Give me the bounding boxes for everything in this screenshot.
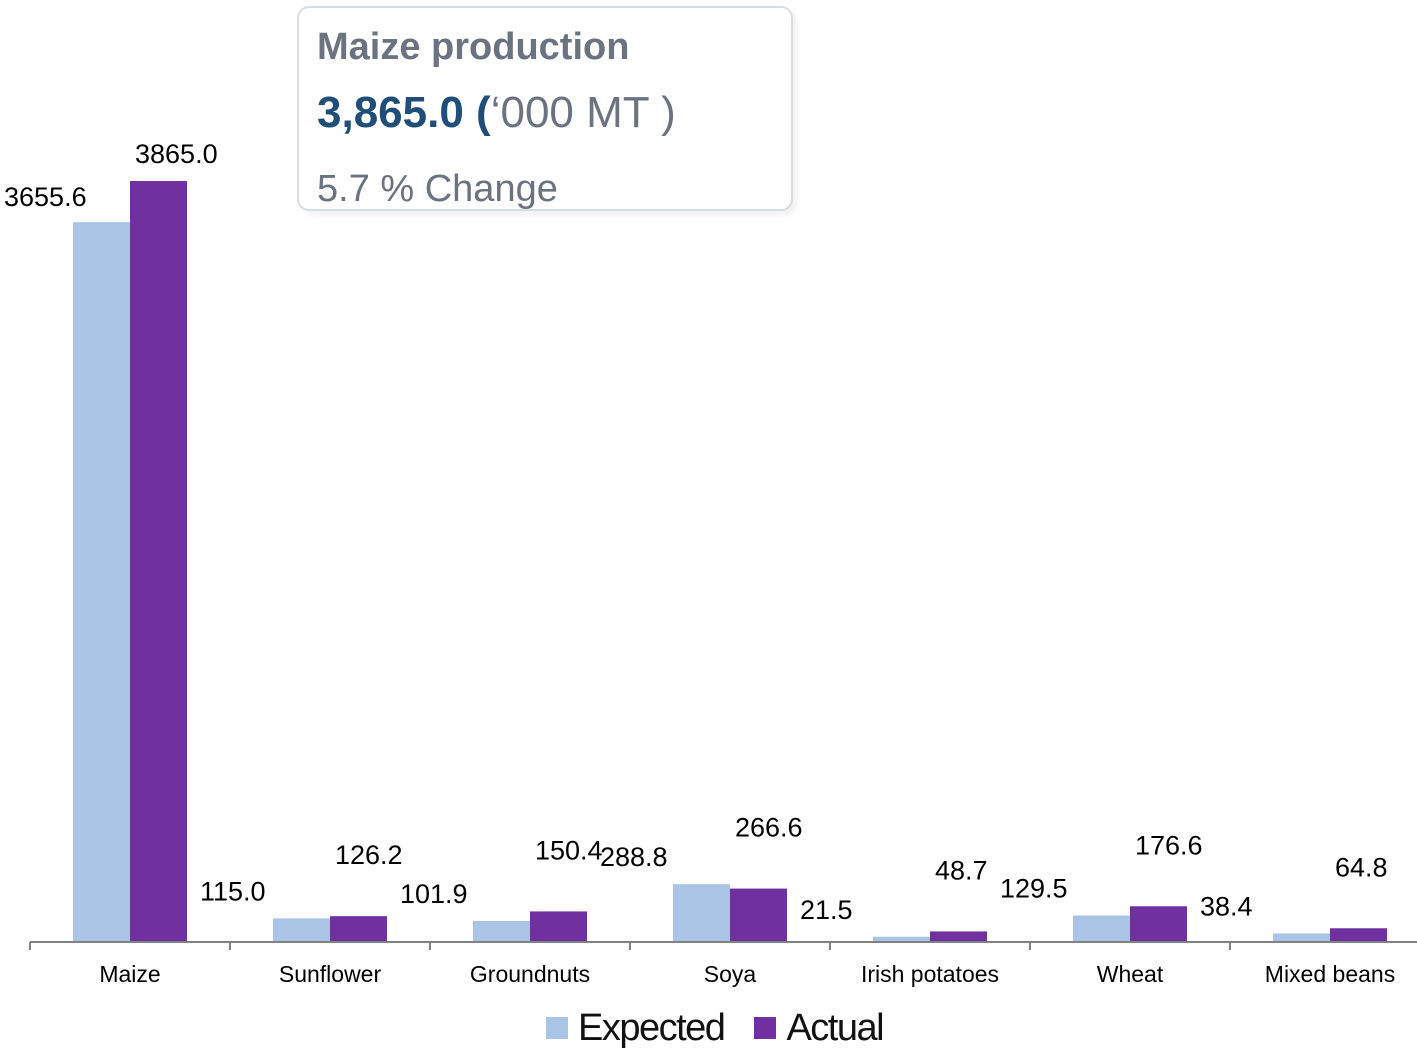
bar-chart: 3655.6 3865.0 Maize 115.0 126.2 Sunflower 101.…	[4, 139, 1417, 987]
bar-expected-mixed-beans	[1273, 933, 1330, 941]
tooltip-unit: ‘000 MT )	[490, 88, 676, 137]
bar-actual-soya	[730, 888, 787, 941]
maize-production-tooltip: Maize production 3,865.0 (‘000 MT ) 5.7 …	[297, 6, 793, 211]
tooltip-change: 5.7 % Change	[317, 168, 558, 210]
bar-actual-maize	[130, 181, 187, 941]
legend: Expected Actual	[546, 1006, 913, 1050]
value-label-expected-maize: 3655.6	[4, 182, 87, 212]
value-label-actual-groundnuts: 150.4	[535, 835, 603, 865]
legend-swatch-actual	[754, 1017, 777, 1039]
bar-expected-irish-potatoes	[873, 936, 930, 941]
bar-actual-irish-potatoes	[930, 931, 987, 941]
bar-expected-maize	[73, 222, 130, 942]
bar-expected-soya	[673, 884, 730, 941]
legend-label-expected: Expected	[578, 1006, 726, 1049]
bar-expected-sunflower	[273, 918, 330, 941]
value-label-expected-mixed-beans: 38.4	[1200, 891, 1253, 921]
bar-expected-groundnuts	[473, 920, 530, 941]
bar-actual-wheat	[1130, 906, 1187, 941]
legend-item-actual[interactable]: Actual	[754, 1006, 885, 1050]
x-tick-label-irish-potatoes: Irish potatoes	[861, 961, 999, 987]
value-label-actual-soya: 266.6	[735, 813, 803, 843]
value-label-actual-sunflower: 126.2	[335, 840, 403, 870]
tooltip-open-paren: (	[463, 88, 491, 137]
value-label-expected-sunflower: 115.0	[200, 876, 266, 906]
bar-actual-sunflower	[330, 916, 387, 941]
legend-label-actual: Actual	[786, 1006, 884, 1049]
tooltip-value: 3,865.0	[317, 88, 464, 137]
x-tick-label-soya: Soya	[704, 961, 757, 987]
bar-actual-groundnuts	[530, 911, 587, 941]
x-tick-label-groundnuts: Groundnuts	[470, 961, 590, 987]
legend-item-expected[interactable]: Expected	[546, 1006, 726, 1050]
value-label-actual-irish-potatoes: 48.7	[935, 855, 988, 885]
value-label-actual-mixed-beans: 64.8	[1335, 852, 1388, 882]
value-label-actual-wheat: 176.6	[1135, 830, 1203, 860]
value-label-expected-irish-potatoes: 21.5	[800, 895, 853, 925]
x-tick-label-maize: Maize	[99, 961, 160, 987]
bar-expected-wheat	[1073, 915, 1130, 941]
value-label-expected-wheat: 129.5	[1000, 874, 1068, 904]
legend-swatch-expected	[546, 1017, 568, 1039]
tooltip-title: Maize production	[317, 26, 630, 68]
x-tick-label-wheat: Wheat	[1097, 961, 1164, 987]
value-label-expected-soya: 288.8	[600, 842, 668, 872]
x-tick-label-sunflower: Sunflower	[279, 961, 382, 987]
value-label-actual-maize: 3865.0	[135, 139, 218, 169]
bar-actual-mixed-beans	[1330, 928, 1387, 941]
x-tick-label-mixed-beans: Mixed beans	[1265, 961, 1395, 987]
tooltip-value-line: 3,865.0 (‘000 MT )	[317, 88, 676, 138]
value-label-expected-groundnuts: 101.9	[400, 879, 468, 909]
